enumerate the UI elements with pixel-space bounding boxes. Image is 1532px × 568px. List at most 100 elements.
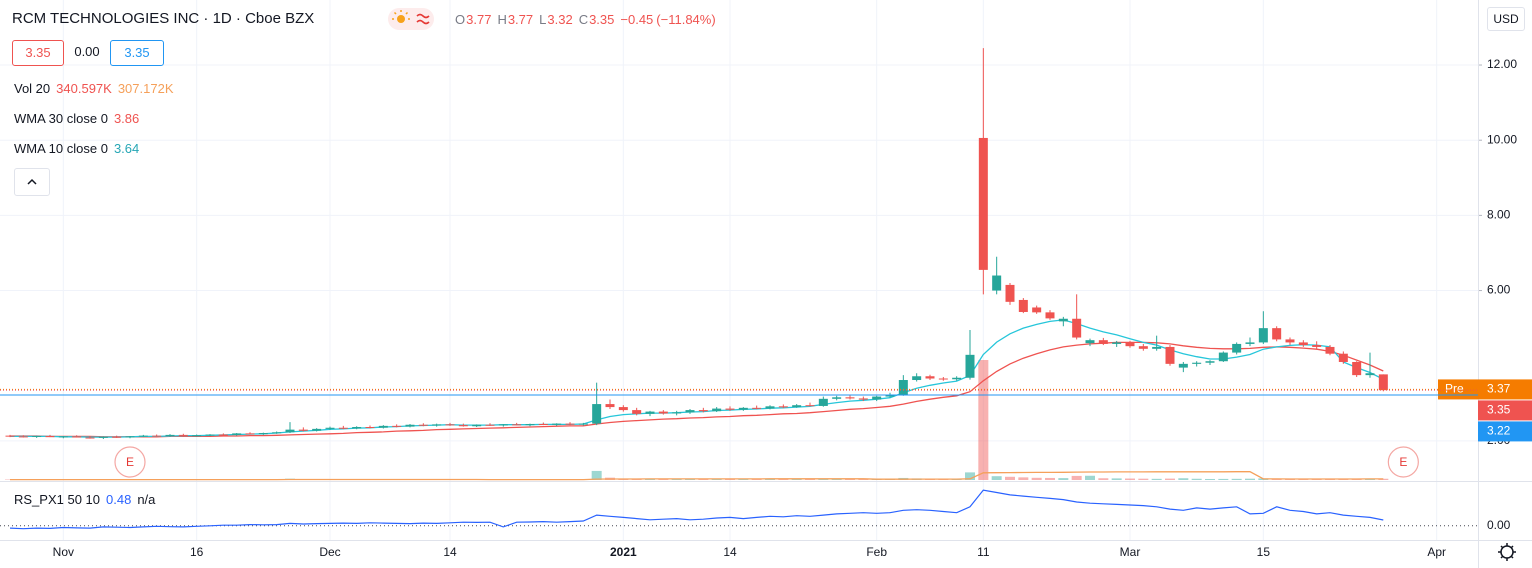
candle-body xyxy=(1378,374,1388,391)
candle-body xyxy=(405,424,415,427)
candle-body xyxy=(1338,353,1348,362)
earnings-label: E xyxy=(126,455,134,469)
y-tick-label: 0.00 xyxy=(1487,518,1511,532)
price-label-value: 3.37 xyxy=(1487,382,1511,396)
candle-body xyxy=(765,406,775,409)
volume-bar xyxy=(1178,478,1189,480)
candle-body xyxy=(858,398,868,400)
legend-value: 3.64 xyxy=(113,141,140,156)
volume-bar xyxy=(845,479,855,480)
buy-button[interactable]: 3.35 xyxy=(110,40,164,66)
currency-button[interactable]: USD xyxy=(1487,7,1525,31)
candle-body xyxy=(472,424,482,427)
candle-body xyxy=(1058,318,1068,322)
ohlc-value: 3.77 xyxy=(507,12,534,27)
candle-body xyxy=(152,435,162,437)
volume-bar xyxy=(831,478,842,480)
candle-body xyxy=(272,432,282,434)
wave-icon xyxy=(416,13,430,25)
price-label-name: Pre xyxy=(1445,382,1464,396)
price-label-value: 3.22 xyxy=(1487,424,1511,438)
status-icons xyxy=(388,8,434,30)
change: −0.45 xyxy=(620,12,654,27)
candle-body xyxy=(738,407,748,410)
candle-body xyxy=(1205,361,1215,363)
status-pill xyxy=(388,8,434,30)
volume-bar xyxy=(791,479,802,480)
candle-body xyxy=(672,412,682,414)
ohlc-label: H xyxy=(497,12,507,27)
settings-icon-teeth[interactable] xyxy=(1498,543,1516,561)
ohlc-label: C xyxy=(578,12,589,27)
candle-body xyxy=(1352,361,1362,376)
candle-body xyxy=(565,423,575,425)
candle-body xyxy=(432,424,442,426)
collapse-button[interactable] xyxy=(14,168,50,196)
candle-body xyxy=(632,410,642,414)
volume-bar xyxy=(1058,478,1069,480)
candle-body xyxy=(338,427,348,429)
candle-body xyxy=(218,434,228,436)
candle-body xyxy=(725,408,735,410)
candle-body xyxy=(1272,328,1282,340)
wma30-legend: WMA 30 close 0 3.86 xyxy=(14,111,145,126)
candle-body xyxy=(578,423,588,425)
x-tick-label: 14 xyxy=(443,545,457,559)
earnings-marker xyxy=(114,446,146,478)
volume-bar xyxy=(645,479,655,480)
candle-body xyxy=(1032,307,1042,313)
x-tick-label: Feb xyxy=(866,545,887,559)
sell-button[interactable]: 3.35 xyxy=(12,40,64,66)
x-tick-label: Dec xyxy=(319,545,340,559)
candle-body xyxy=(298,429,308,431)
candle-body xyxy=(845,397,855,399)
candle-body xyxy=(165,434,175,437)
volume-bar xyxy=(658,479,669,480)
candle-body xyxy=(178,434,188,436)
x-tick-label: 2021 xyxy=(610,545,637,559)
volume-ma-line xyxy=(10,471,1384,481)
candle-body xyxy=(805,405,815,407)
candle-body xyxy=(525,423,535,426)
caret xyxy=(27,178,37,185)
volume-bar xyxy=(1205,478,1215,480)
candle-body xyxy=(232,433,242,435)
volume-bar xyxy=(671,479,682,480)
x-tick-label: 16 xyxy=(190,545,204,559)
earnings-marker xyxy=(1387,446,1419,478)
volume-bar xyxy=(805,479,815,480)
candle-body xyxy=(325,427,335,429)
volume-bar xyxy=(1218,478,1229,480)
legend-name: RS_PX1 50 10 xyxy=(14,492,101,507)
candle-body xyxy=(285,429,295,433)
candle-body xyxy=(658,411,668,414)
candle-body xyxy=(752,407,762,409)
wma10-legend: WMA 10 close 0 3.64 xyxy=(14,141,145,156)
volume-bar xyxy=(1031,477,1042,480)
candle-body xyxy=(378,425,388,428)
volume-bar xyxy=(1045,477,1055,480)
volume-bar xyxy=(1071,475,1082,480)
x-tick-label: 14 xyxy=(723,545,737,559)
candle-body xyxy=(1112,342,1122,344)
legend-value: 340.597K xyxy=(56,81,112,96)
volume-bar xyxy=(991,476,1002,480)
candle-body xyxy=(952,377,962,380)
candle-body xyxy=(938,378,948,380)
candle-body xyxy=(1138,346,1148,349)
volume-bar xyxy=(778,479,789,480)
volume-bar xyxy=(1378,478,1389,480)
candle-body xyxy=(138,435,148,437)
volume-bar xyxy=(765,479,775,480)
wma-line xyxy=(10,319,1384,438)
indicator-legend: RS_PX1 50 10 0.48 n/a xyxy=(14,492,161,507)
caret-icon xyxy=(27,178,37,185)
sun-rays xyxy=(392,10,410,20)
candle-body xyxy=(992,275,1002,291)
earnings-label: E xyxy=(1399,455,1407,469)
candle-body xyxy=(898,380,908,396)
candle-body xyxy=(245,433,255,435)
volume-legend: Vol 20 340.597K 307.172K xyxy=(14,81,180,96)
price-label-box xyxy=(1478,421,1532,442)
candle-body xyxy=(552,423,562,425)
